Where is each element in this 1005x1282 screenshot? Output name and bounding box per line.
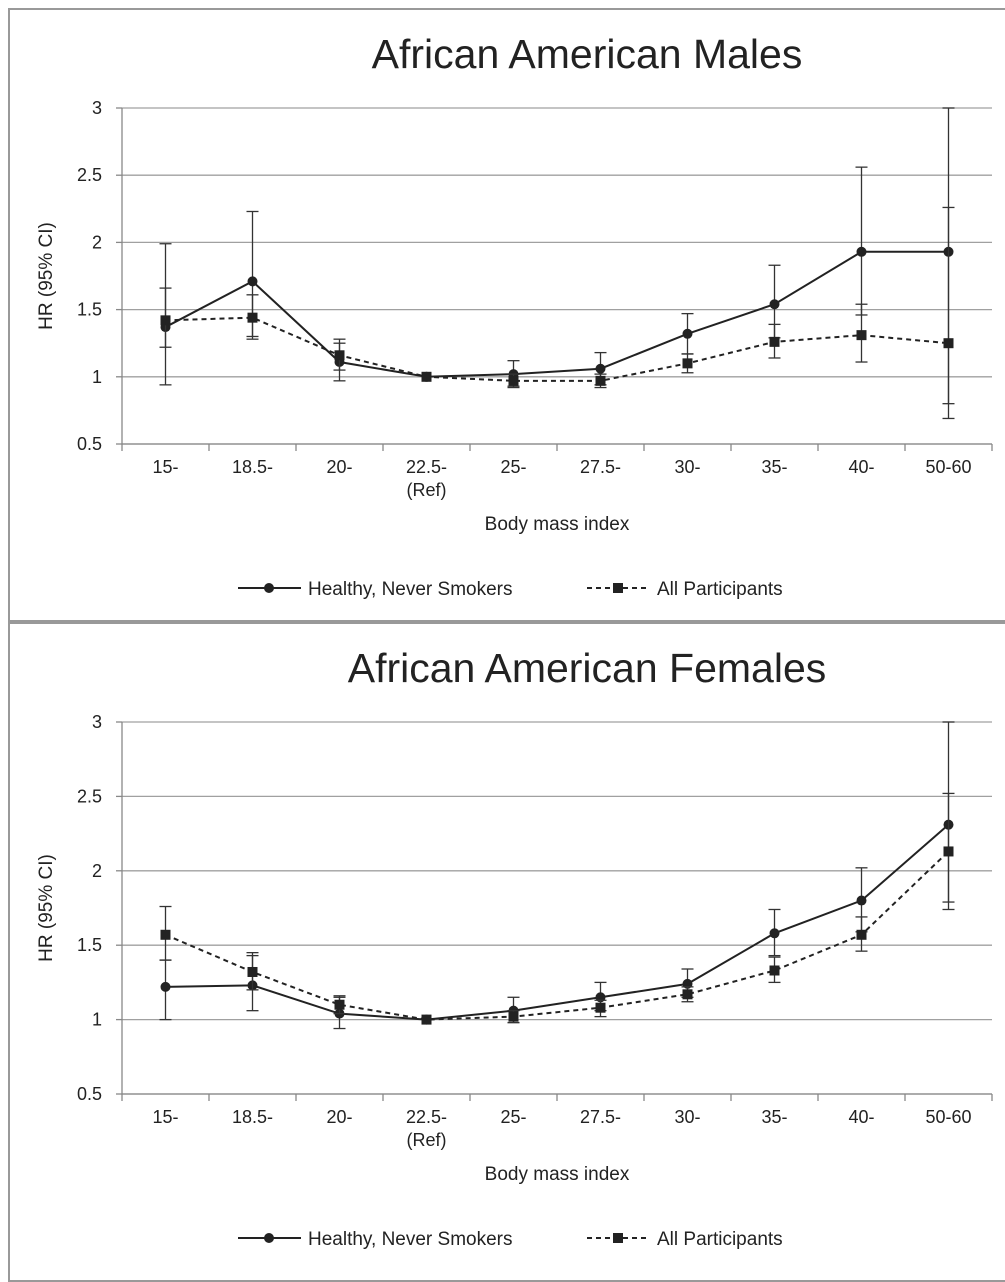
data-point [682, 989, 693, 1000]
data-point [595, 375, 606, 386]
x-tick-label: (Ref) [407, 480, 447, 500]
series-healthy-never-smokers [159, 721, 955, 1030]
series-line [165, 316, 949, 382]
y-tick-label: 1.5 [77, 935, 102, 955]
legend-marker [264, 583, 274, 593]
data-point [421, 1014, 432, 1025]
x-tick-label: 20- [326, 457, 352, 477]
data-point [769, 928, 780, 939]
legend-marker [613, 583, 623, 593]
x-tick-label: 30- [674, 1107, 700, 1127]
y-tick-label: 1.5 [77, 300, 102, 320]
series-all-participants [159, 792, 955, 1025]
series-healthy-never-smokers [159, 107, 955, 420]
y-tick-label: 2.5 [77, 786, 102, 806]
x-axis-label: Body mass index [485, 1164, 630, 1185]
data-point [682, 358, 693, 369]
x-tick-label: 20- [326, 1107, 352, 1127]
x-tick-label: 35- [761, 1107, 787, 1127]
data-point [856, 895, 867, 906]
x-tick-label: 35- [761, 457, 787, 477]
x-tick-label: 25- [500, 457, 526, 477]
data-point [595, 363, 606, 374]
data-point [160, 315, 171, 326]
y-tick-label: 1 [92, 1010, 102, 1030]
y-tick-label: 1 [92, 367, 102, 387]
series-line [165, 850, 950, 1021]
legend: Healthy, Never Smokers All Participants [238, 579, 783, 600]
data-point [160, 929, 171, 940]
series-all-participants [159, 206, 955, 405]
data-point [856, 330, 867, 341]
y-tick-label: 0.5 [77, 434, 102, 454]
legend: Healthy, Never Smokers All Participants [238, 1229, 783, 1250]
x-tick-label: 50-60 [925, 1107, 971, 1127]
y-axis-label: HR (95% CI) [36, 854, 57, 962]
y-tick-label: 0.5 [77, 1084, 102, 1104]
x-tick-label: 40- [848, 457, 874, 477]
chart-title: African American Females [348, 645, 827, 691]
series-line [165, 250, 949, 378]
y-tick-label: 3 [92, 712, 102, 732]
x-tick-label: 27.5- [580, 1107, 621, 1127]
x-tick-label: 18.5- [232, 1107, 273, 1127]
data-point [508, 1011, 519, 1022]
legend-label: Healthy, Never Smokers [308, 579, 513, 600]
data-point [856, 246, 867, 257]
data-point [247, 276, 258, 287]
x-tick-label: 22.5- [406, 457, 447, 477]
data-point [334, 999, 345, 1010]
y-tick-label: 2 [92, 232, 102, 252]
data-point [856, 929, 867, 940]
legend-marker [264, 1233, 274, 1243]
data-point [769, 336, 780, 347]
data-point [334, 350, 345, 361]
data-point [247, 312, 258, 323]
data-point [682, 328, 693, 339]
x-tick-label: 50-60 [925, 457, 971, 477]
data-point [769, 299, 780, 310]
x-axis-label: Body mass index [485, 514, 630, 535]
males-chart: African American Males 0.5 1 1.5 2 2.5 3 15- 18.… [36, 31, 993, 600]
y-tick-label: 3 [92, 98, 102, 118]
y-axis-label: HR (95% CI) [36, 222, 57, 330]
data-point [769, 965, 780, 976]
y-tick-label: 2 [92, 861, 102, 881]
data-point [421, 371, 432, 382]
x-tick-label: 15- [152, 457, 178, 477]
males-chart-panel: African American Males 0.5 1 1.5 2 2.5 3 15- 18.… [8, 8, 1005, 622]
data-point [943, 338, 954, 349]
females-chart-panel: African American Females 0.5 1 1.5 2 2.5 3 15- 1… [8, 622, 1005, 1282]
legend-label: All Participants [657, 1229, 783, 1250]
legend-label: Healthy, Never Smokers [308, 1229, 513, 1250]
x-tick-label: 15- [152, 1107, 178, 1127]
x-tick-label: 18.5- [232, 457, 273, 477]
data-point [595, 1002, 606, 1013]
data-point [247, 966, 258, 977]
series-line [165, 823, 950, 1021]
data-point [160, 981, 171, 992]
x-tick-label: 25- [500, 1107, 526, 1127]
legend-label: All Participants [657, 579, 783, 600]
chart-title: African American Males [372, 31, 803, 77]
x-tick-label: 22.5- [406, 1107, 447, 1127]
x-tick-label: 27.5- [580, 457, 621, 477]
x-tick-label: (Ref) [407, 1130, 447, 1150]
x-tick-label: 40- [848, 1107, 874, 1127]
legend-marker [613, 1233, 623, 1243]
y-tick-label: 2.5 [77, 165, 102, 185]
females-chart: African American Females 0.5 1 1.5 2 2.5 3 15- 1… [36, 645, 993, 1250]
data-point [508, 375, 519, 386]
data-point [943, 846, 954, 857]
x-tick-label: 30- [674, 457, 700, 477]
